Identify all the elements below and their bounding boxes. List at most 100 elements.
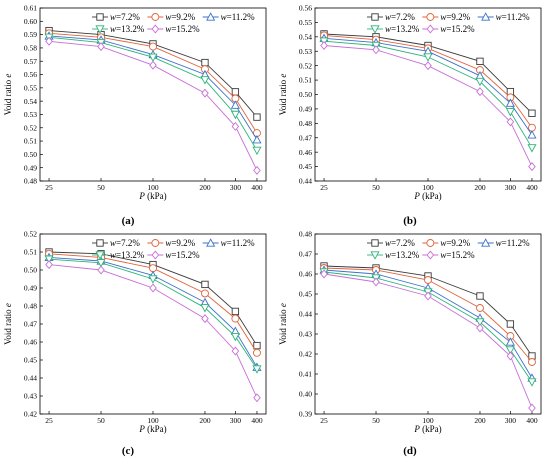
x-axis-label: P (kPa) — [138, 424, 166, 434]
data-point — [253, 165, 261, 175]
y-tick-label: 0.51 — [24, 248, 37, 257]
y-tick-label: 0.56 — [24, 70, 37, 79]
legend-marker — [371, 239, 379, 247]
y-tick-label: 0.46 — [299, 270, 312, 279]
y-tick-label: 0.45 — [299, 290, 312, 299]
data-point — [528, 109, 536, 117]
series-line — [323, 40, 533, 149]
legend-entry: w=15.2% — [440, 250, 475, 260]
legend: w=7.2% w=9.2% w=11.2% w=13.2% w=15.2% — [92, 238, 255, 260]
x-tick-label: 100 — [422, 416, 434, 425]
y-tick-label: 0.42 — [24, 410, 37, 419]
y-tick-label: 0.61 — [24, 4, 37, 13]
legend-entry: w=11.2% — [221, 12, 256, 22]
y-tick-label: 0.45 — [299, 162, 312, 171]
data-point — [149, 60, 157, 70]
x-tick-label: 200 — [199, 416, 211, 425]
y-tick-label: 0.52 — [24, 123, 37, 132]
x-tick-label: 25 — [320, 416, 328, 425]
data-point — [252, 365, 262, 374]
x-axis-label: P (kPa) — [138, 191, 166, 201]
data-point — [528, 162, 536, 172]
data-point — [200, 304, 210, 313]
data-point — [252, 146, 262, 156]
data-point — [476, 87, 484, 97]
data-point — [424, 61, 432, 71]
data-point — [528, 123, 536, 132]
data-point — [201, 289, 209, 298]
y-tick-label: 0.54 — [299, 32, 312, 41]
y-tick-label: 0.42 — [299, 350, 312, 359]
x-tick-label: 100 — [147, 416, 159, 425]
legend-marker — [426, 239, 435, 247]
data-point — [201, 314, 209, 324]
legend-entry: w=9.2% — [165, 12, 195, 22]
data-point — [476, 323, 484, 333]
data-point — [231, 314, 240, 323]
y-tick-label: 0.54 — [24, 97, 37, 106]
legend-entry: w=7.2% — [110, 12, 140, 22]
y-tick-label: 0.48 — [299, 119, 312, 128]
y-tick-label: 0.53 — [299, 47, 312, 56]
series-line — [48, 30, 258, 118]
legend-marker — [370, 25, 380, 34]
legend-marker — [95, 251, 105, 260]
legend-marker — [426, 13, 435, 21]
y-tick-label: 0.53 — [24, 110, 37, 119]
panel-label: (b) — [403, 215, 417, 227]
x-tick-label: 100 — [147, 183, 159, 192]
data-point — [528, 358, 536, 366]
legend-entry: w=15.2% — [165, 250, 200, 260]
data-point — [527, 130, 537, 139]
series-line — [323, 273, 533, 409]
y-tick-label: 0.45 — [24, 356, 37, 365]
y-axis-label: Void ratio e — [278, 303, 288, 345]
y-tick-label: 0.49 — [24, 284, 37, 293]
x-tick-label: 50 — [97, 183, 105, 192]
y-tick-label: 0.48 — [299, 230, 312, 239]
series-line — [323, 34, 533, 128]
data-point — [505, 98, 515, 107]
data-point — [201, 280, 209, 289]
data-point — [505, 108, 515, 117]
chart-panel-c: 0.42 0.43 0.44 0.45 0.46 0.47 0.48 0.49 0.50 0.51… — [3, 230, 267, 457]
y-axis-label: Void ratio e — [3, 303, 13, 345]
series-line — [48, 258, 258, 370]
x-tick-label: 25 — [320, 183, 328, 192]
data-point — [372, 277, 380, 287]
series-line — [48, 40, 258, 171]
legend-marker — [370, 251, 380, 260]
y-axis-label: Void ratio e — [278, 74, 288, 116]
series-line — [323, 265, 533, 357]
data-point — [97, 265, 105, 275]
x-tick-label: 300 — [230, 416, 242, 425]
panel-label: (a) — [122, 215, 135, 227]
y-tick-label: 0.48 — [24, 302, 37, 311]
y-tick-label: 0.60 — [24, 17, 37, 26]
data-point — [506, 320, 515, 328]
panel-label: (c) — [122, 445, 135, 457]
data-point — [45, 36, 53, 46]
legend-entry: w=13.2% — [385, 24, 420, 34]
x-tick-label: 200 — [199, 183, 211, 192]
data-point — [231, 307, 240, 316]
y-tick-label: 0.50 — [24, 150, 37, 159]
legend-entry: w=13.2% — [385, 250, 420, 260]
data-point — [424, 291, 432, 301]
data-point — [527, 378, 537, 387]
data-point — [476, 304, 484, 312]
y-tick-label: 0.57 — [24, 57, 37, 66]
y-tick-label: 0.41 — [299, 370, 312, 379]
data-point — [148, 275, 158, 284]
series-line — [48, 32, 258, 134]
x-tick-label: 50 — [97, 416, 105, 425]
data-point — [528, 403, 536, 413]
data-point — [252, 135, 262, 144]
y-tick-label: 0.40 — [299, 390, 312, 399]
data-point — [231, 88, 240, 96]
y-tick-label: 0.48 — [24, 177, 37, 186]
x-tick-label: 400 — [526, 183, 538, 192]
legend-marker — [151, 239, 160, 247]
data-point — [149, 264, 157, 273]
x-tick-label: 25 — [45, 416, 53, 425]
